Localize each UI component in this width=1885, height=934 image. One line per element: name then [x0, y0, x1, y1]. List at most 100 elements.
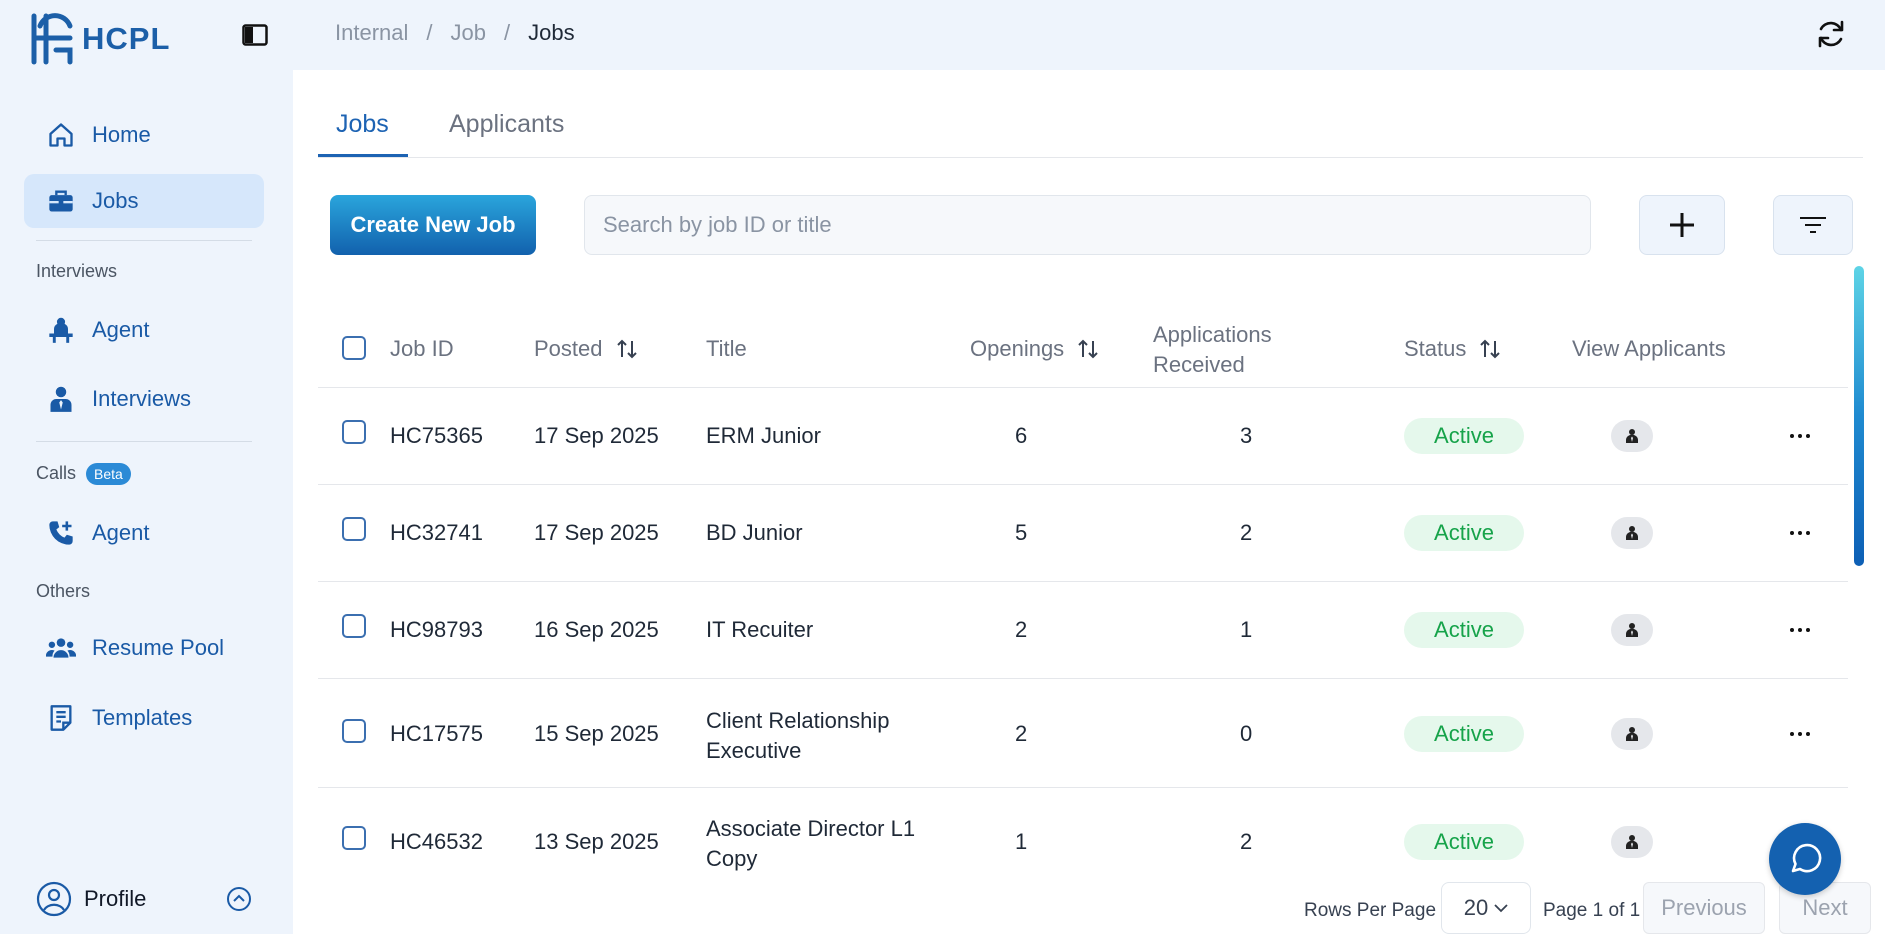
sort-icon — [1480, 339, 1501, 359]
title-line: Client Relationship — [706, 708, 890, 733]
row-checkbox[interactable] — [342, 517, 366, 541]
view-applicants-button[interactable] — [1611, 614, 1653, 646]
view-applicants-button[interactable] — [1611, 420, 1653, 452]
header-title: Title — [706, 336, 747, 362]
main-panel: Jobs Applicants Create New Job Job ID Po… — [293, 70, 1885, 934]
person-icon — [1626, 526, 1638, 540]
more-options-button[interactable] — [1785, 724, 1815, 744]
phone-plus-icon — [46, 518, 76, 548]
sidebar-item-label: Agent — [92, 317, 150, 342]
beta-badge: Beta — [86, 463, 131, 486]
header-label: View Applicants — [1572, 336, 1726, 361]
sidebar: HCPL Home Jobs Interviews Agent Intervie… — [0, 0, 293, 934]
header-label: Applications — [1153, 322, 1272, 347]
select-all-checkbox[interactable] — [342, 336, 366, 360]
search-input[interactable] — [584, 195, 1591, 255]
document-icon — [46, 703, 76, 733]
cell-applications: 2 — [1240, 829, 1253, 854]
sidebar-item-home[interactable]: Home — [24, 108, 264, 162]
header-job-id: Job ID — [390, 336, 454, 362]
refresh-button[interactable] — [1815, 18, 1847, 50]
sidebar-item-templates[interactable]: Templates — [24, 691, 264, 745]
tab-applicants[interactable]: Applicants — [449, 110, 565, 138]
briefcase-icon — [46, 186, 76, 216]
header-view-applicants: View Applicants — [1572, 336, 1726, 362]
plus-icon — [1670, 213, 1694, 237]
person-icon — [1626, 835, 1638, 849]
more-horizontal-icon — [1790, 531, 1810, 535]
status-badge: Active — [1404, 418, 1524, 454]
chevron-up-icon[interactable] — [226, 886, 252, 912]
sort-icon — [1078, 339, 1098, 359]
cell-posted: 17 Sep 2025 — [534, 423, 659, 448]
view-applicants-button[interactable] — [1611, 718, 1653, 750]
table-row: HC98793 16 Sep 2025 IT Recuiter 2 1 Acti… — [318, 582, 1848, 679]
sidebar-item-interviews[interactable]: Interviews — [24, 372, 264, 426]
table-row: HC46532 13 Sep 2025 Associate Director L… — [318, 788, 1848, 897]
header-label: Posted — [534, 336, 603, 361]
more-options-button[interactable] — [1785, 426, 1815, 446]
sidebar-divider — [36, 441, 252, 442]
row-checkbox[interactable] — [342, 719, 366, 743]
users-icon — [46, 633, 76, 663]
rows-per-page-select[interactable]: 20 — [1441, 882, 1531, 934]
sidebar-toggle-button[interactable] — [242, 24, 268, 46]
sidebar-divider — [36, 240, 252, 241]
breadcrumb-separator: / — [426, 20, 433, 45]
chat-bubble-icon — [1791, 843, 1822, 873]
sidebar-item-jobs[interactable]: Jobs — [24, 174, 264, 228]
chat-button[interactable] — [1769, 823, 1841, 895]
add-button[interactable] — [1639, 195, 1725, 255]
sidebar-item-label: Agent — [92, 520, 150, 545]
filter-button[interactable] — [1773, 195, 1853, 255]
breadcrumb-job[interactable]: Job — [450, 20, 486, 45]
header-label: Title — [706, 336, 747, 361]
refresh-icon — [1818, 20, 1844, 48]
cell-openings: 5 — [1015, 520, 1028, 545]
row-checkbox[interactable] — [342, 614, 366, 638]
calls-label: Calls — [36, 463, 77, 483]
profile-menu[interactable]: Profile — [36, 880, 252, 918]
cell-openings: 2 — [1015, 721, 1028, 746]
header-openings[interactable]: Openings — [970, 336, 1100, 362]
status-badge: Active — [1404, 612, 1524, 648]
person-icon — [1626, 623, 1638, 637]
status-badge: Active — [1404, 515, 1524, 551]
table-scrollbar[interactable] — [1854, 266, 1864, 566]
sidebar-item-interview-agent[interactable]: Agent — [24, 303, 264, 357]
agent-desk-icon — [46, 315, 76, 345]
cell-title[interactable]: Client Relationship Executive — [706, 706, 889, 766]
sidebar-item-resume-pool[interactable]: Resume Pool — [24, 621, 264, 675]
title-line: Executive — [706, 738, 802, 763]
header-status[interactable]: Status — [1404, 336, 1502, 362]
more-options-button[interactable] — [1785, 523, 1815, 543]
sidebar-item-label: Templates — [92, 705, 193, 730]
sort-icon — [616, 339, 637, 359]
header-posted[interactable]: Posted — [534, 336, 639, 362]
view-applicants-button[interactable] — [1611, 517, 1653, 549]
brand-logo[interactable]: HCPL — [26, 12, 170, 66]
cell-title[interactable]: IT Recuiter — [706, 617, 814, 642]
breadcrumb-current: Jobs — [528, 20, 575, 45]
previous-page-button[interactable]: Previous — [1643, 882, 1765, 934]
cell-applications: 2 — [1240, 520, 1253, 545]
create-new-job-button[interactable]: Create New Job — [330, 195, 536, 255]
cell-job-id: HC32741 — [390, 520, 483, 545]
cell-title[interactable]: BD Junior — [706, 520, 803, 545]
row-checkbox[interactable] — [342, 826, 366, 850]
cell-openings: 2 — [1015, 617, 1028, 642]
cell-job-id: HC17575 — [390, 721, 483, 746]
tab-jobs[interactable]: Jobs — [336, 110, 389, 138]
breadcrumb-internal[interactable]: Internal — [335, 20, 409, 45]
section-label-interviews: Interviews — [36, 261, 118, 281]
cell-title[interactable]: ERM Junior — [706, 423, 821, 448]
row-checkbox[interactable] — [342, 420, 366, 444]
home-icon — [46, 120, 76, 150]
cell-posted: 13 Sep 2025 — [534, 829, 659, 854]
cell-job-id: HC75365 — [390, 423, 483, 448]
sidebar-item-calls-agent[interactable]: Agent — [24, 506, 264, 560]
more-options-button[interactable] — [1785, 620, 1815, 640]
cell-title[interactable]: Associate Director L1 Copy — [706, 814, 915, 874]
view-applicants-button[interactable] — [1611, 826, 1653, 858]
sidebar-item-label: Home — [92, 122, 151, 147]
